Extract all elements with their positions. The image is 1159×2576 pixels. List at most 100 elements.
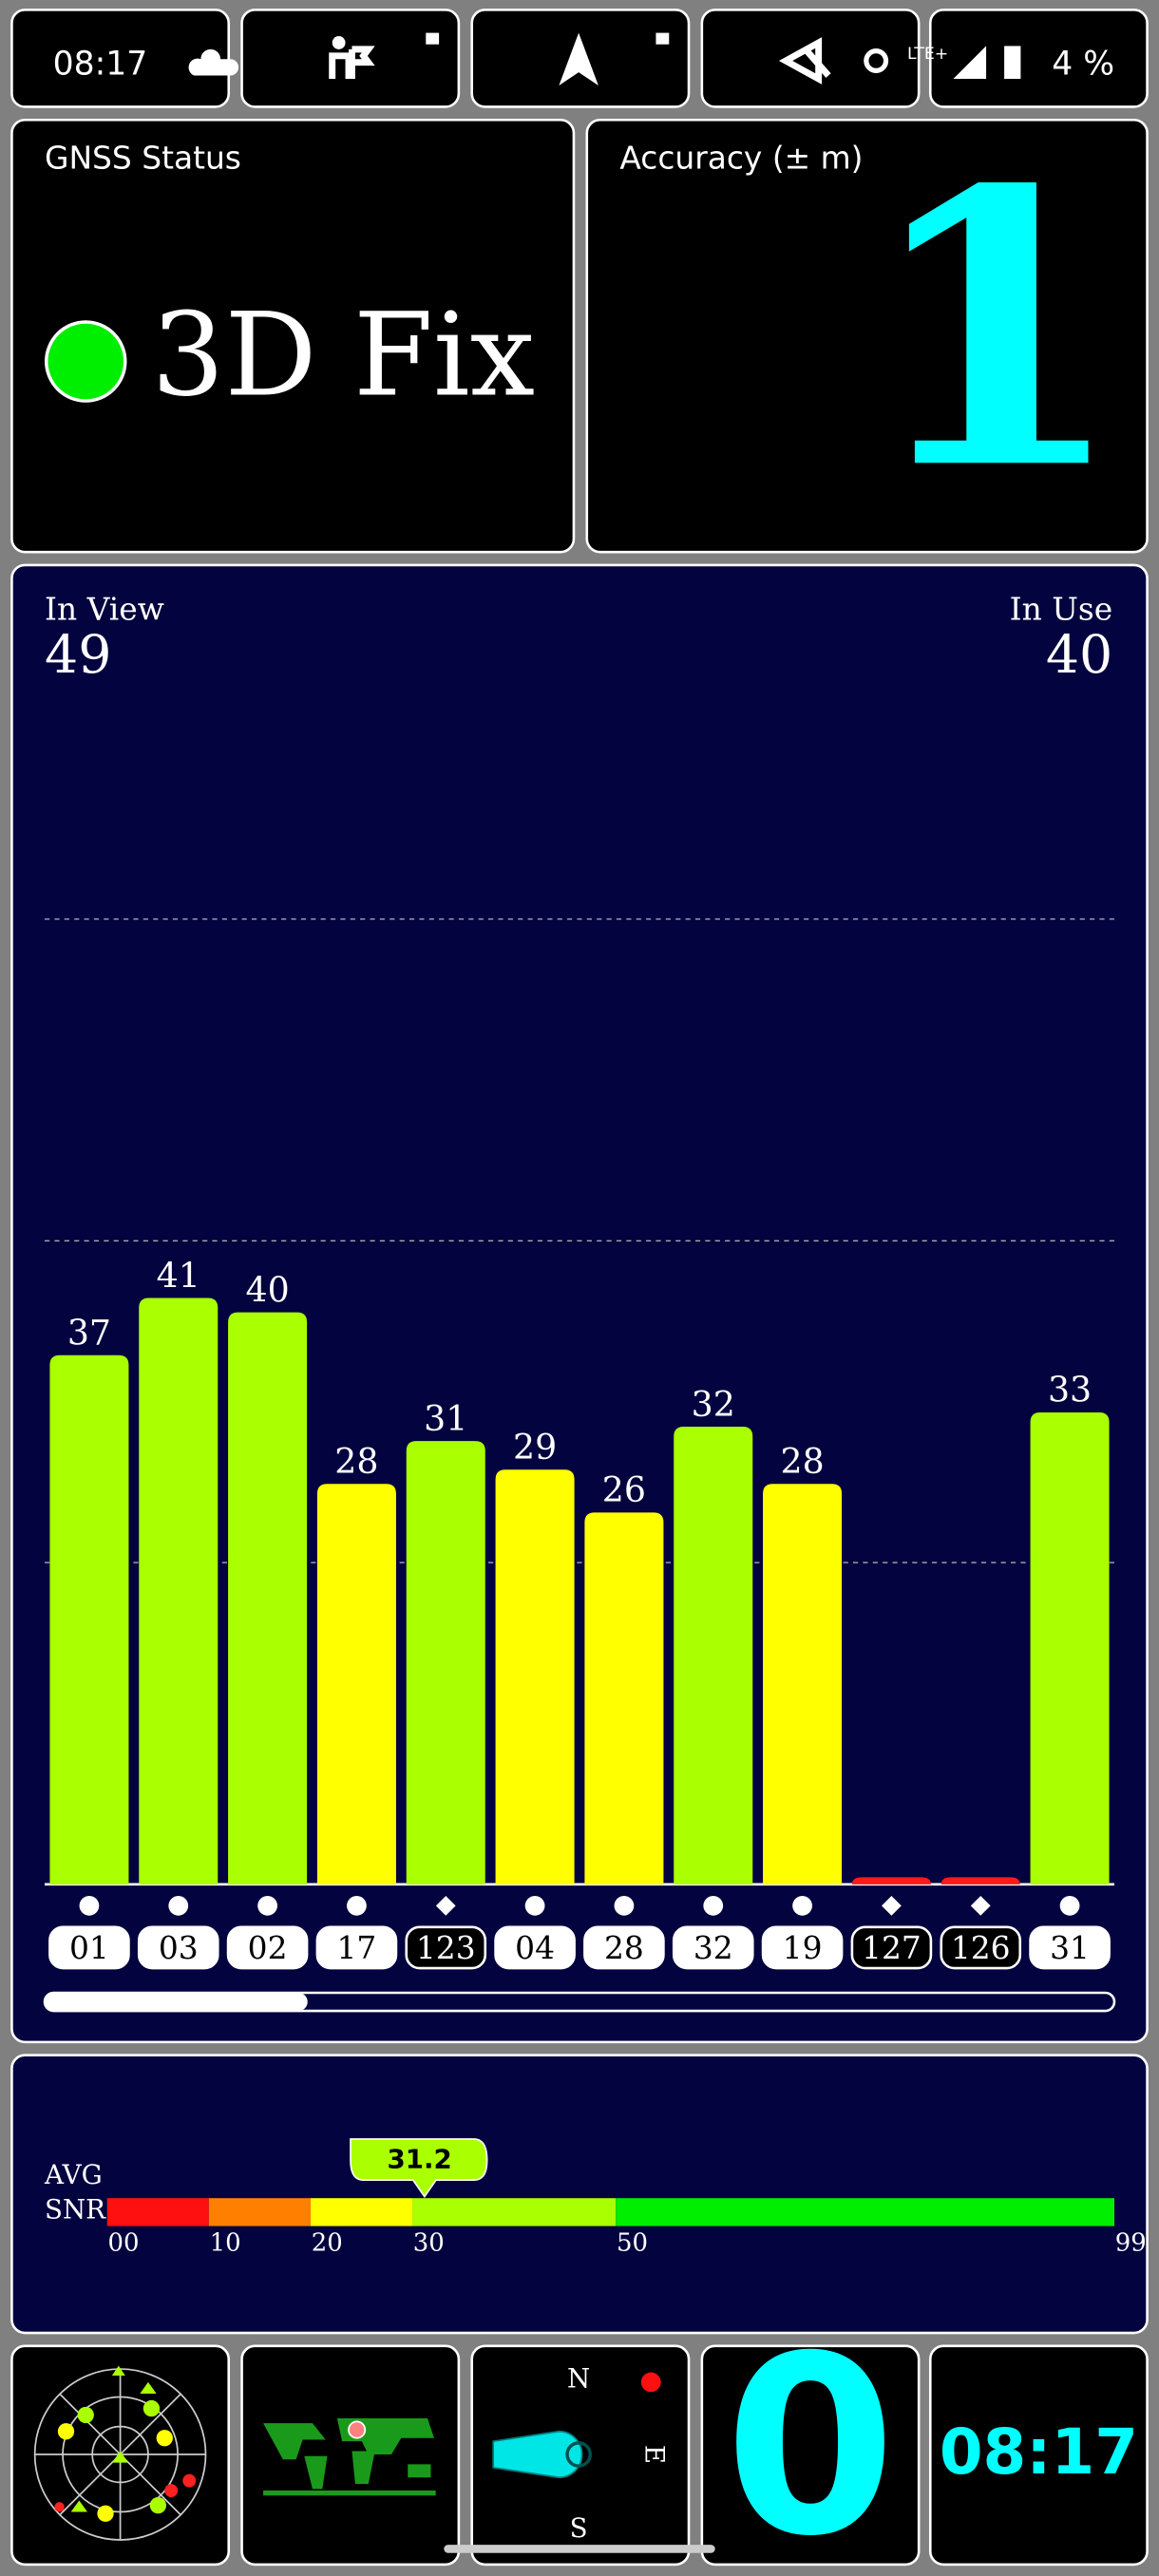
bar-value-label: 40 bbox=[245, 1269, 289, 1310]
satellite-id-box bbox=[315, 1925, 398, 1970]
in-use-value: 40 bbox=[1046, 625, 1112, 686]
speed-value: 0 bbox=[725, 2303, 897, 2576]
satellite-id-box bbox=[583, 1925, 665, 1970]
constellation-marker bbox=[703, 1895, 724, 1916]
x-tick-label: 01 bbox=[69, 1929, 109, 1966]
network-type: LTE+ bbox=[907, 45, 948, 64]
accuracy-value: 1 bbox=[863, 107, 1126, 552]
bar bbox=[1030, 1411, 1110, 1885]
weather-icon bbox=[188, 48, 239, 76]
snr-tick-label: 99 bbox=[1115, 2229, 1147, 2258]
constellation-marker bbox=[614, 1895, 635, 1916]
snr-label: AVG bbox=[44, 2159, 103, 2190]
satellite-id-box bbox=[405, 1925, 487, 1970]
share-icon bbox=[778, 37, 831, 85]
snr-label: SNR bbox=[45, 2194, 106, 2226]
x-tick-label: 127 bbox=[862, 1929, 922, 1966]
x-tick-label: 123 bbox=[416, 1929, 476, 1966]
gnss-status-tile bbox=[10, 118, 576, 554]
constellation-marker bbox=[347, 1895, 367, 1916]
x-tick-label: 19 bbox=[783, 1929, 823, 1966]
navigation-icon bbox=[559, 32, 598, 85]
battery-icon bbox=[1004, 46, 1021, 80]
snr-segment bbox=[208, 2198, 311, 2226]
in-view-value: 49 bbox=[45, 625, 111, 686]
bar-value-label: 26 bbox=[602, 1469, 646, 1510]
snr-tick-label: 30 bbox=[413, 2229, 445, 2258]
bar bbox=[495, 1469, 575, 1885]
bar bbox=[674, 1427, 753, 1885]
x-tick-label: 17 bbox=[337, 1929, 377, 1966]
accuracy-tile bbox=[585, 118, 1149, 554]
satellite-id-box bbox=[1029, 1925, 1111, 1970]
x-tick-label: 04 bbox=[515, 1929, 555, 1966]
bar-value-label: 37 bbox=[67, 1313, 111, 1354]
snr-segment bbox=[412, 2198, 617, 2226]
compass-needle bbox=[565, 2441, 592, 2468]
satellite-id-box bbox=[850, 1925, 933, 1970]
bar-value-label: 32 bbox=[692, 1384, 735, 1425]
speed-tile bbox=[700, 2344, 921, 2567]
snr-average-marker bbox=[350, 2138, 488, 2198]
bar bbox=[228, 1312, 308, 1885]
skyplot-satellites bbox=[54, 2365, 197, 2522]
constellation-marker bbox=[168, 1895, 189, 1916]
bar bbox=[139, 1297, 218, 1885]
snr-segment bbox=[616, 2198, 1114, 2226]
satellite-id-box bbox=[137, 1925, 219, 1970]
clock-tile bbox=[928, 2344, 1149, 2567]
snr-scale: 00 10 20 30 50 99 31.2 bbox=[106, 2138, 1147, 2258]
constellation-marker bbox=[970, 1895, 991, 1916]
bar bbox=[49, 1354, 129, 1885]
x-tick-label: 126 bbox=[951, 1929, 1011, 1966]
compass-east: E bbox=[638, 2445, 670, 2464]
satellite-id-box bbox=[940, 1925, 1022, 1970]
status-tile bbox=[928, 9, 1149, 108]
waypoint-icon bbox=[329, 46, 375, 80]
x-tick-label: 28 bbox=[604, 1929, 644, 1966]
bar-value-label: 31 bbox=[424, 1398, 467, 1439]
fix-indicator bbox=[45, 320, 127, 403]
bar-value-label: 33 bbox=[1048, 1370, 1092, 1411]
home-indicator[interactable] bbox=[444, 2545, 715, 2553]
satellite-id-box bbox=[672, 1925, 754, 1970]
x-tick-label: 02 bbox=[248, 1929, 288, 1966]
bar-chart: 37 01 41 03 40 02 28 17 31 123 29 04 26 28 32 32 28 19 127… bbox=[45, 918, 1114, 1970]
snr-average-label: 31.2 bbox=[388, 2143, 452, 2174]
constellation-marker bbox=[882, 1895, 902, 1916]
bar-value-label: 41 bbox=[157, 1255, 200, 1296]
compass-marker bbox=[640, 2372, 661, 2393]
bar-value-label: 28 bbox=[780, 1441, 824, 1482]
bar bbox=[851, 1877, 931, 1885]
battery-level: 4 % bbox=[1052, 46, 1114, 84]
status-tile bbox=[10, 9, 231, 108]
snr-tick-label: 00 bbox=[108, 2229, 140, 2258]
constellation-marker bbox=[524, 1895, 545, 1916]
map-tile[interactable] bbox=[240, 2344, 461, 2567]
constellation-marker bbox=[792, 1895, 812, 1916]
bar-value-label: 28 bbox=[334, 1441, 378, 1482]
compass-needle bbox=[492, 2430, 583, 2479]
constellation-marker bbox=[1059, 1895, 1080, 1916]
location-icon bbox=[864, 48, 889, 73]
bar bbox=[406, 1441, 485, 1885]
satellite-id-box bbox=[761, 1925, 844, 1970]
snr-tick-label: 10 bbox=[210, 2229, 241, 2258]
bar bbox=[316, 1484, 396, 1885]
constellation-marker bbox=[435, 1895, 456, 1916]
constellation-marker bbox=[79, 1895, 100, 1916]
lock-icon bbox=[426, 32, 440, 45]
constellation-marker bbox=[257, 1895, 277, 1916]
snr-tick-label: 20 bbox=[312, 2229, 343, 2258]
snr-segment bbox=[106, 2198, 209, 2226]
accuracy-title: Accuracy (± m) bbox=[619, 139, 863, 176]
world-map bbox=[263, 2417, 436, 2496]
bar-value-label: 29 bbox=[513, 1427, 557, 1468]
compass-south: S bbox=[570, 2512, 588, 2544]
scrollbar-thumb[interactable] bbox=[45, 1992, 308, 2012]
gnss-status-title: GNSS Status bbox=[45, 139, 241, 176]
in-use-label: In Use bbox=[1010, 590, 1113, 627]
status-time: 08:17 bbox=[53, 46, 148, 84]
